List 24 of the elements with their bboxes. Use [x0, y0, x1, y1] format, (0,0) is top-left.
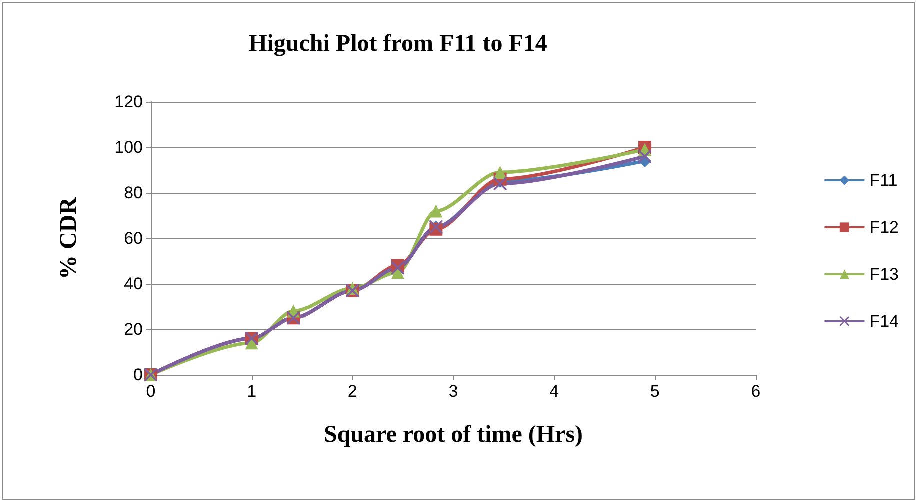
- y-axis-title: % CDR: [56, 196, 82, 280]
- x-tick-label: 3: [448, 382, 458, 401]
- x-tick-label: 4: [550, 382, 560, 401]
- point: [638, 150, 652, 164]
- x-tick-label: 5: [650, 382, 660, 401]
- y-tick-label: 20: [124, 320, 143, 339]
- x-tick-label: 1: [247, 382, 257, 401]
- chart-title: Higuchi Plot from F11 to F14: [248, 31, 548, 57]
- y-tick-label: 0: [134, 366, 143, 384]
- point: [494, 166, 507, 180]
- x-tick-label: 2: [348, 382, 358, 401]
- y-tick-label: 60: [124, 229, 143, 248]
- y-tick-label: 120: [114, 92, 143, 112]
- x-tick-label: 6: [751, 382, 761, 401]
- legend-label: F14: [870, 312, 900, 331]
- y-tick-label: 100: [114, 138, 143, 157]
- x-tick-label: 0: [146, 382, 156, 401]
- y-tick-label: 40: [124, 274, 143, 294]
- legend-label: F12: [870, 218, 900, 237]
- point: [430, 204, 443, 218]
- x-axis-title: Square root of time (Hrs): [324, 422, 584, 448]
- legend-label: F11: [870, 171, 898, 190]
- legend-label: F13: [870, 265, 900, 284]
- y-tick-label: 80: [124, 184, 143, 202]
